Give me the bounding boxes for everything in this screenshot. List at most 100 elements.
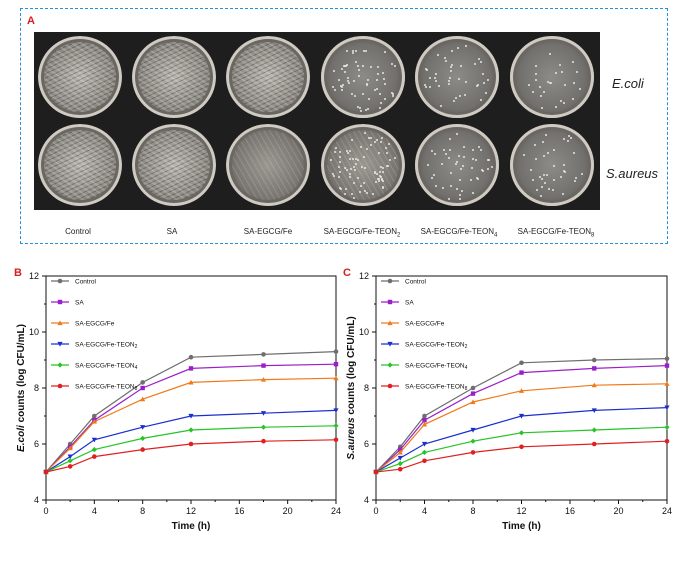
series-line bbox=[375, 358, 668, 473]
colony-dot bbox=[348, 149, 351, 152]
colony-dot bbox=[378, 179, 381, 182]
colony-dot bbox=[377, 72, 380, 75]
series-2 bbox=[373, 381, 670, 475]
panel-letter-c: C bbox=[343, 267, 351, 279]
colony-dot bbox=[334, 147, 337, 150]
colony-dot bbox=[343, 64, 346, 67]
data-point bbox=[43, 469, 49, 475]
colony-dot bbox=[364, 189, 367, 192]
legend-item: SA bbox=[51, 300, 84, 307]
legend: Control SA SA-EGCG/Fe SA-EGCG/Fe-TEON2 SA-EG… bbox=[381, 279, 468, 392]
colony-dot bbox=[381, 178, 384, 181]
y-axis-label: E.coli counts (log CFU/mL) bbox=[16, 324, 27, 452]
data-point bbox=[188, 366, 194, 371]
colony-dot bbox=[474, 159, 477, 162]
data-point bbox=[470, 450, 476, 455]
colony-dot bbox=[394, 64, 397, 67]
colony-dot bbox=[534, 144, 537, 147]
colony-dot bbox=[332, 174, 335, 177]
data-point bbox=[664, 438, 670, 444]
plate-saureus-control bbox=[38, 124, 122, 206]
data-point bbox=[470, 385, 476, 391]
colony-dot bbox=[370, 144, 373, 147]
colony-dot bbox=[384, 147, 387, 150]
colony-dot bbox=[535, 188, 538, 191]
colony-dot bbox=[560, 70, 563, 73]
colony-dot bbox=[477, 146, 480, 149]
colony-dot bbox=[424, 67, 427, 70]
colony-dot bbox=[353, 196, 355, 199]
legend-item: SA-EGCG/Fe bbox=[381, 320, 445, 328]
colony-dot bbox=[356, 159, 359, 162]
colony-dot bbox=[366, 191, 369, 194]
colony-dot bbox=[549, 53, 552, 56]
data-point bbox=[373, 469, 379, 475]
colony-dot bbox=[384, 98, 387, 101]
data-point bbox=[67, 445, 73, 451]
colony-dot bbox=[486, 78, 489, 81]
colony-dot bbox=[552, 188, 555, 191]
colony-dot bbox=[384, 51, 387, 53]
data-point bbox=[397, 466, 403, 472]
legend-label: SA-EGCG/Fe-TEON4 bbox=[75, 363, 138, 372]
data-point bbox=[333, 423, 339, 429]
colony-dot bbox=[573, 179, 576, 182]
data-point bbox=[260, 424, 267, 430]
colony-dot bbox=[339, 171, 342, 174]
colony-dot bbox=[562, 137, 565, 140]
colony-dot bbox=[462, 165, 465, 168]
colony-dot bbox=[444, 153, 447, 156]
colony-dot bbox=[376, 79, 379, 82]
colony-dot bbox=[437, 84, 440, 87]
series-1 bbox=[43, 362, 339, 475]
series-line bbox=[45, 377, 337, 473]
colony-dot bbox=[388, 143, 391, 146]
colony-dot bbox=[355, 157, 358, 160]
data-point bbox=[140, 425, 146, 430]
col-label-sa-egcg-fe: SA-EGCG/Fe bbox=[243, 227, 293, 236]
colony-dot bbox=[456, 188, 459, 191]
data-point bbox=[373, 469, 379, 475]
series-line bbox=[45, 425, 337, 473]
data-point bbox=[421, 449, 428, 455]
colony-dot bbox=[563, 102, 566, 105]
colony-dot bbox=[370, 137, 373, 140]
colony-dot bbox=[348, 172, 351, 175]
colony-dot bbox=[344, 167, 347, 170]
colony-dot bbox=[371, 192, 374, 195]
colony-dot bbox=[431, 177, 434, 180]
data-point bbox=[421, 441, 428, 447]
data-point bbox=[260, 377, 267, 382]
colony-dot bbox=[555, 72, 558, 75]
series-4 bbox=[373, 424, 670, 475]
colony-dot bbox=[441, 187, 444, 190]
colony-dot bbox=[332, 172, 335, 175]
legend-item: SA-EGCG/Fe-TEON8 bbox=[381, 384, 468, 392]
colony-dot bbox=[539, 175, 542, 178]
legend-marker bbox=[387, 320, 393, 326]
colony-dot bbox=[482, 81, 485, 84]
colony-dot bbox=[449, 77, 452, 80]
colony-dot bbox=[375, 88, 378, 91]
x-axis-label: Time (h) bbox=[172, 521, 211, 532]
colony-dot bbox=[464, 94, 467, 97]
colony-dot bbox=[460, 190, 463, 193]
data-point bbox=[664, 424, 670, 430]
legend-label: SA bbox=[75, 300, 84, 307]
colony-dot bbox=[560, 176, 563, 179]
colony-dot bbox=[449, 137, 452, 140]
colony-dot bbox=[381, 71, 384, 74]
data-point bbox=[188, 354, 194, 360]
colony-dot bbox=[351, 139, 354, 141]
colony-dot bbox=[481, 72, 484, 75]
colony-dot bbox=[383, 77, 386, 80]
colony-dot bbox=[343, 192, 346, 195]
legend-item: Control bbox=[381, 279, 427, 286]
data-point bbox=[591, 382, 597, 388]
colony-dot bbox=[563, 164, 566, 167]
colony-dot bbox=[572, 61, 575, 64]
legend-item: SA-EGCG/Fe-TEON4 bbox=[381, 362, 468, 371]
data-point bbox=[92, 418, 97, 423]
colony-dot bbox=[448, 148, 451, 151]
data-point bbox=[67, 444, 73, 449]
